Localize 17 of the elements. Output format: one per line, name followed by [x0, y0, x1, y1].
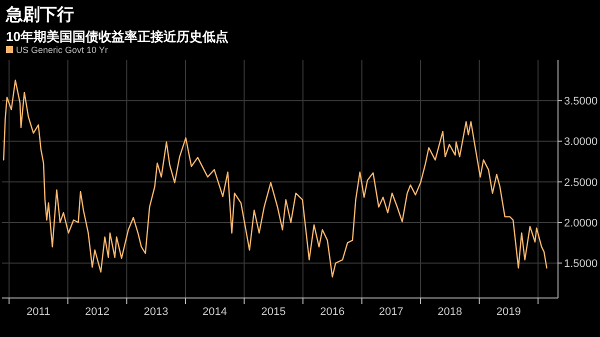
xtick: 2016	[320, 306, 345, 318]
legend: US Generic Govt 10 Yr	[16, 45, 108, 55]
xtick: 2015	[261, 306, 286, 318]
ytick: 2.0000	[564, 217, 598, 230]
ytick: 3.5000	[564, 96, 598, 108]
title: 急剧下行	[6, 5, 74, 24]
xtick: 2013	[144, 306, 168, 318]
ytick: 1.5000	[564, 258, 598, 270]
subtitle: 10年期美国国债收益率正接近历史低点	[6, 29, 228, 44]
ytick: 3.0000	[564, 136, 598, 148]
xtick: 2014	[202, 306, 227, 318]
ytick: 2.5000	[564, 176, 598, 189]
xtick: 2018	[438, 306, 462, 318]
xtick: 2012	[85, 306, 110, 318]
xtick: 2011	[26, 306, 50, 318]
xtick: 2019	[496, 306, 521, 318]
xtick: 2017	[378, 306, 404, 318]
